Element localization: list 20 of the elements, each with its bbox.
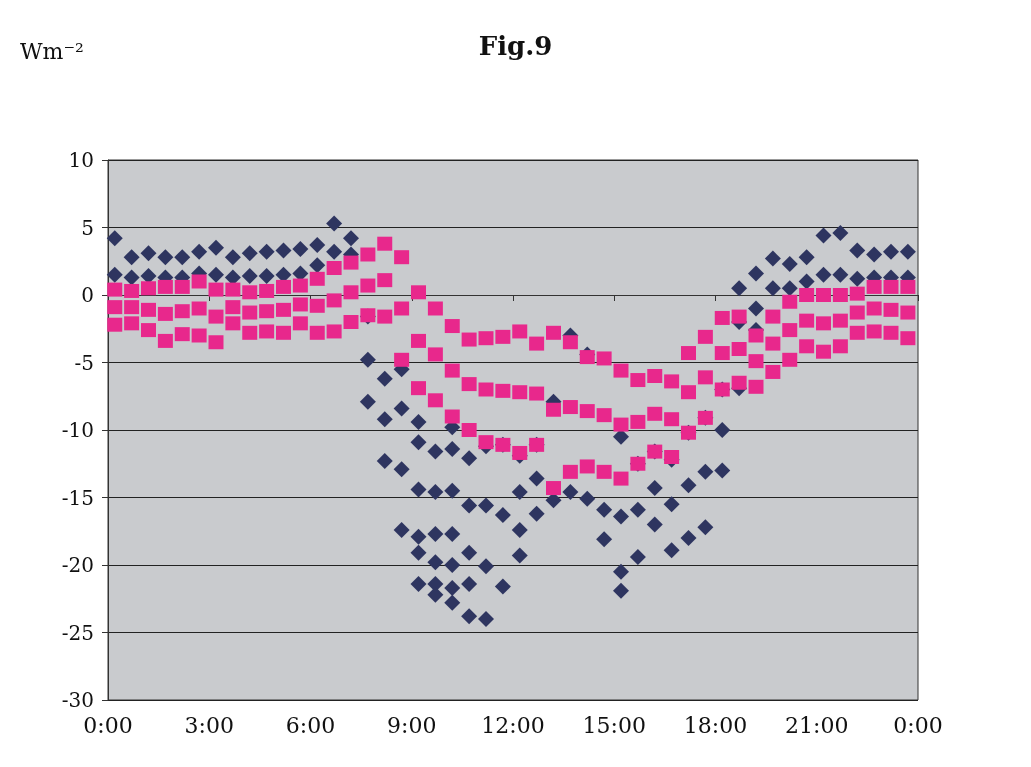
x-tick-label: 15:00 (582, 712, 646, 738)
y-tick-label: -20 (61, 553, 94, 577)
y-tick-label: -5 (74, 350, 94, 375)
x-tick-label: 6:00 (285, 712, 336, 738)
y-tick-label: -30 (61, 688, 94, 712)
chart-title: Fig.9 (478, 31, 553, 61)
y-tick-label: 5 (81, 215, 94, 240)
y-tick-label: 10 (68, 148, 94, 172)
y-tick-label: -10 (61, 418, 94, 442)
y-tick-label: -25 (61, 620, 94, 645)
x-tick-label: 21:00 (785, 712, 849, 738)
x-tick-label: 18:00 (683, 712, 748, 738)
x-tick-label: 0:00 (893, 712, 943, 738)
x-tick-label: 3:00 (184, 712, 234, 738)
x-tick-label: 12:00 (481, 712, 545, 738)
x-tick-label: 0:00 (83, 712, 133, 738)
y-axis-title: Wm⁻² (20, 38, 84, 64)
y-tick-label: -15 (61, 485, 94, 510)
x-tick-label: 9:00 (387, 712, 437, 738)
y-tick-label: 0 (81, 283, 94, 307)
